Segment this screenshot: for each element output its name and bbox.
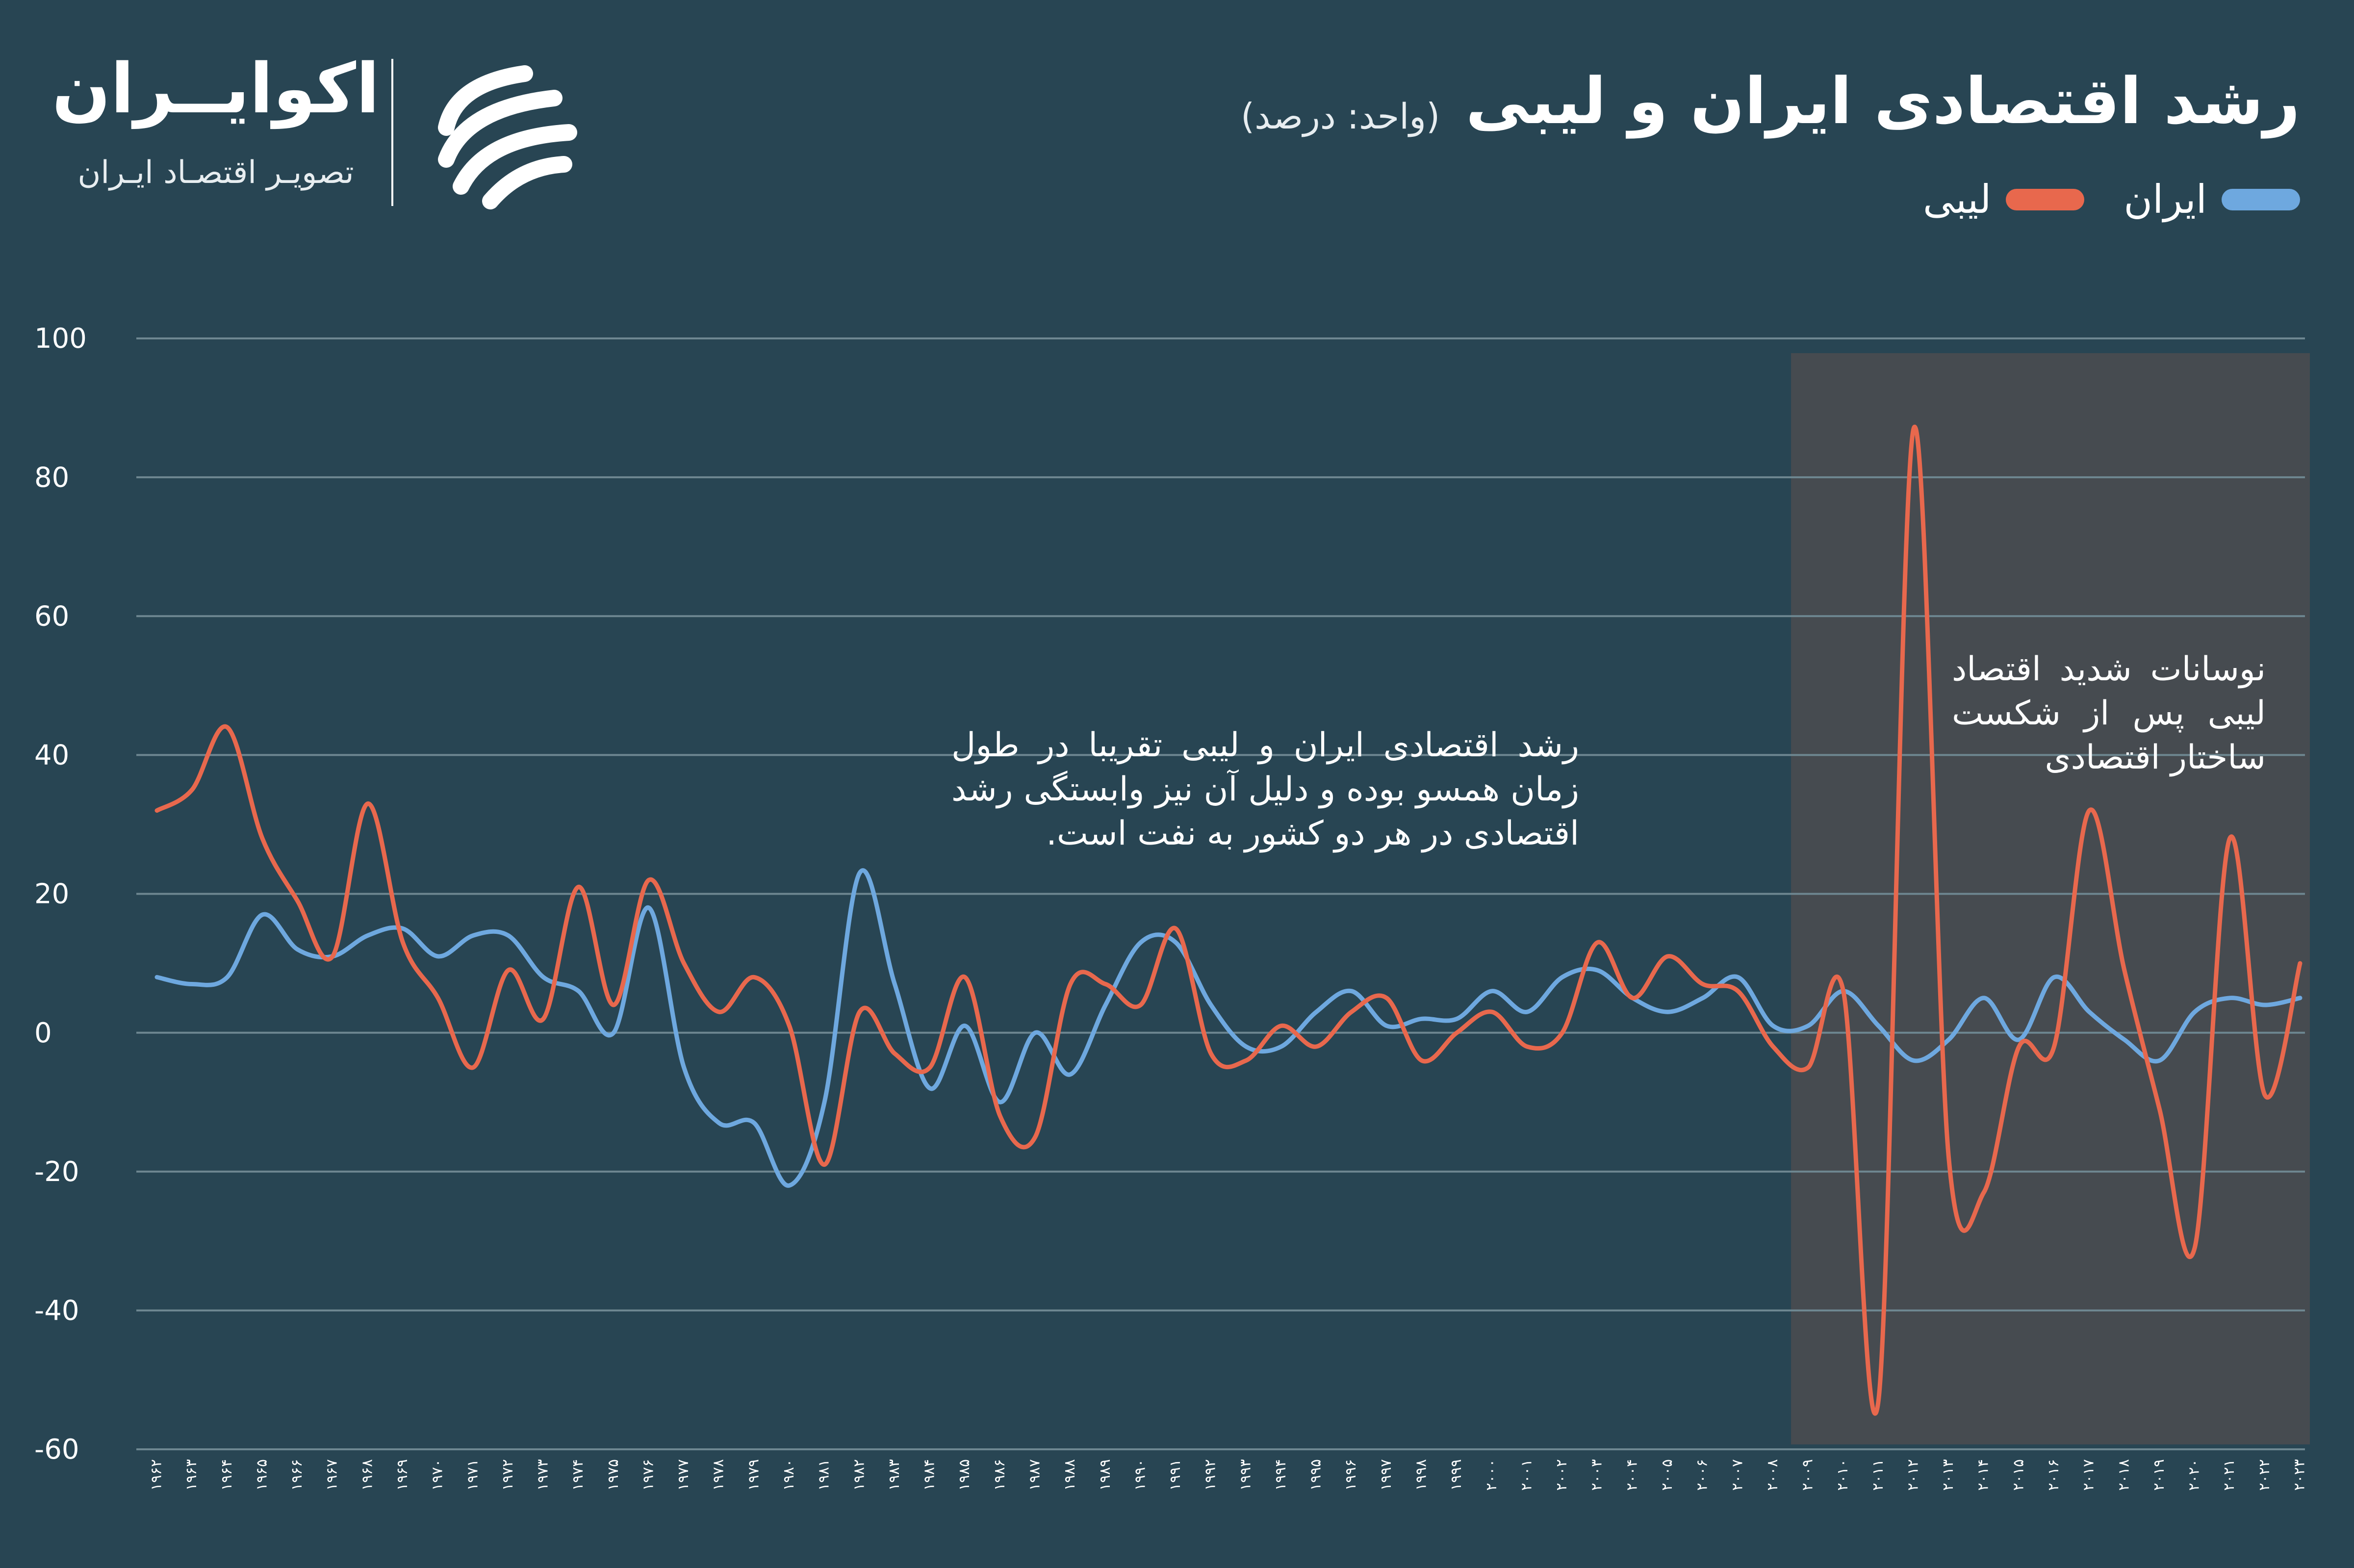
x-tick-label: ۱۹۶۸ [358,1459,376,1491]
x-tick-label: ۱۹۷۸ [710,1459,727,1491]
y-tick-label: 80 [34,462,69,493]
x-tick-label: ۲۰۲۱ [2221,1459,2238,1491]
x-tick-label: ۱۹۷۲ [499,1459,516,1491]
x-tick-label: ۱۹۹۲ [1202,1459,1219,1491]
x-tick-label: ۱۹۸۶ [991,1459,1008,1491]
legend: ایران لیبی [1923,177,2300,222]
annotation-main: رشد اقتصادی ایران و لیبی تقریبا در طول ز… [951,726,1579,853]
legend-label-iran: ایران [2124,177,2207,222]
x-tick-label: ۱۹۶۹ [394,1459,411,1491]
x-tick-label: ۲۰۰۴ [1623,1459,1640,1491]
x-tick-label: ۱۹۶۵ [253,1459,270,1491]
y-tick-label: 20 [34,878,69,910]
x-tick-label: ۱۹۸۰ [780,1459,797,1491]
x-tick-label: ۱۹۶۲ [148,1459,165,1491]
y-tick-label: 100 [34,323,87,355]
x-tick-label: ۲۰۰۷ [1729,1459,1746,1491]
brand-tagline: تصویـر اقتصـاد ایـران [77,154,354,191]
x-tick-label: ۱۹۷۳ [535,1459,552,1491]
x-tick-label: ۱۹۹۰ [1131,1459,1149,1491]
x-tick-label: ۲۰۱۷ [2080,1459,2098,1491]
brand-name: اکوایــران [51,49,380,129]
x-tick-label: ۲۰۰۳ [1588,1459,1606,1491]
x-tick-label: ۲۰۰۵ [1659,1459,1676,1491]
x-tick-label: ۲۰۱۹ [2150,1459,2168,1491]
x-tick-label: ۱۹۸۱ [816,1459,833,1491]
y-tick-label: -20 [34,1156,79,1188]
x-tick-label: ۱۹۶۴ [218,1459,235,1491]
x-tick-label: ۲۰۱۸ [2115,1459,2132,1491]
x-tick-label: ۲۰۱۶ [2045,1459,2062,1491]
x-tick-label: ۱۹۸۹ [1097,1459,1114,1491]
x-tick-label: ۱۹۹۳ [1237,1459,1254,1491]
x-tick-label: ۱۹۷۰ [429,1459,446,1491]
x-tick-label: ۲۰۱۵ [2010,1459,2027,1491]
x-tick-label: ۱۹۶۳ [183,1459,200,1491]
x-tick-label: ۲۰۰۱ [1518,1459,1535,1491]
brand-divider [391,59,393,206]
ecoiran-stripes-icon [438,65,577,209]
x-tick-label: ۲۰۰۸ [1764,1459,1781,1491]
x-tick-label: ۱۹۸۳ [886,1459,903,1491]
x-tick-label: ۱۹۸۸ [1061,1459,1078,1491]
x-tick-label: ۲۰۲۳ [2291,1459,2308,1491]
x-tick-label: ۱۹۹۹ [1448,1459,1465,1491]
x-tick-label: ۱۹۹۷ [1378,1459,1395,1491]
x-tick-label: ۲۰۰۲ [1553,1459,1570,1491]
x-tick-label: ۱۹۸۵ [956,1459,973,1491]
legend-swatch-iran [2222,188,2300,210]
x-tick-label: ۱۹۶۷ [324,1459,341,1491]
x-tick-label: ۲۰۱۲ [1904,1459,1921,1491]
x-tick-label: ۲۰۰۰ [1483,1459,1500,1491]
x-tick-label: ۱۹۹۶ [1342,1459,1359,1491]
y-tick-label: -60 [34,1434,79,1465]
brand-logo: اکوایــران تصویـر اقتصـاد ایـران [39,49,593,211]
x-tick-label: ۱۹۹۱ [1167,1459,1184,1491]
x-tick-label: ۱۹۸۴ [921,1459,938,1491]
x-tick-label: ۱۹۸۲ [850,1459,868,1491]
x-tick-label: ۱۹۸۷ [1026,1459,1043,1491]
annotation-highlight: نوسانات شدید اقتصاد لیبی پس از شکست ساخت… [1952,650,2266,777]
x-tick-label: ۱۹۷۱ [464,1459,481,1491]
y-tick-label: -40 [34,1295,79,1327]
x-tick-label: ۱۹۷۴ [569,1459,587,1491]
series-line-libya [154,424,2303,1416]
y-tick-label: 0 [34,1017,52,1049]
x-tick-label: ۱۹۷۶ [640,1459,657,1491]
x-tick-label: ۱۹۹۵ [1307,1459,1325,1491]
x-tick-label: ۲۰۱۰ [1834,1459,1851,1491]
x-tick-label: ۱۹۷۵ [605,1459,622,1491]
legend-swatch-libya [2006,188,2085,210]
page-title: رشد اقتصادی ایران و لیبی [1465,64,2300,138]
series-line-iran [154,868,2303,1188]
x-tick-label: ۲۰۰۹ [1799,1459,1817,1491]
x-tick-label: ۲۰۰۶ [1694,1459,1711,1491]
legend-label-libya: لیبی [1923,177,1992,222]
y-tick-label: 60 [34,600,69,632]
unit-label: (واحد: درصد) [1241,96,1440,137]
x-tick-label: ۱۹۷۷ [675,1459,692,1491]
highlight-band [1791,353,2310,1444]
x-tick-label: ۲۰۲۲ [2256,1459,2273,1491]
x-tick-label: ۱۹۶۶ [288,1459,306,1491]
x-tick-label: ۲۰۱۳ [1940,1459,1957,1491]
x-tick-label: ۲۰۱۴ [1975,1459,1992,1491]
x-tick-label: ۲۰۲۰ [2186,1459,2203,1491]
x-tick-label: ۱۹۹۸ [1413,1459,1430,1491]
x-tick-label: ۱۹۹۴ [1272,1459,1289,1491]
y-tick-label: 40 [34,740,69,771]
x-tick-label: ۱۹۷۹ [745,1459,762,1491]
x-tick-label: ۲۰۱۱ [1869,1459,1887,1491]
